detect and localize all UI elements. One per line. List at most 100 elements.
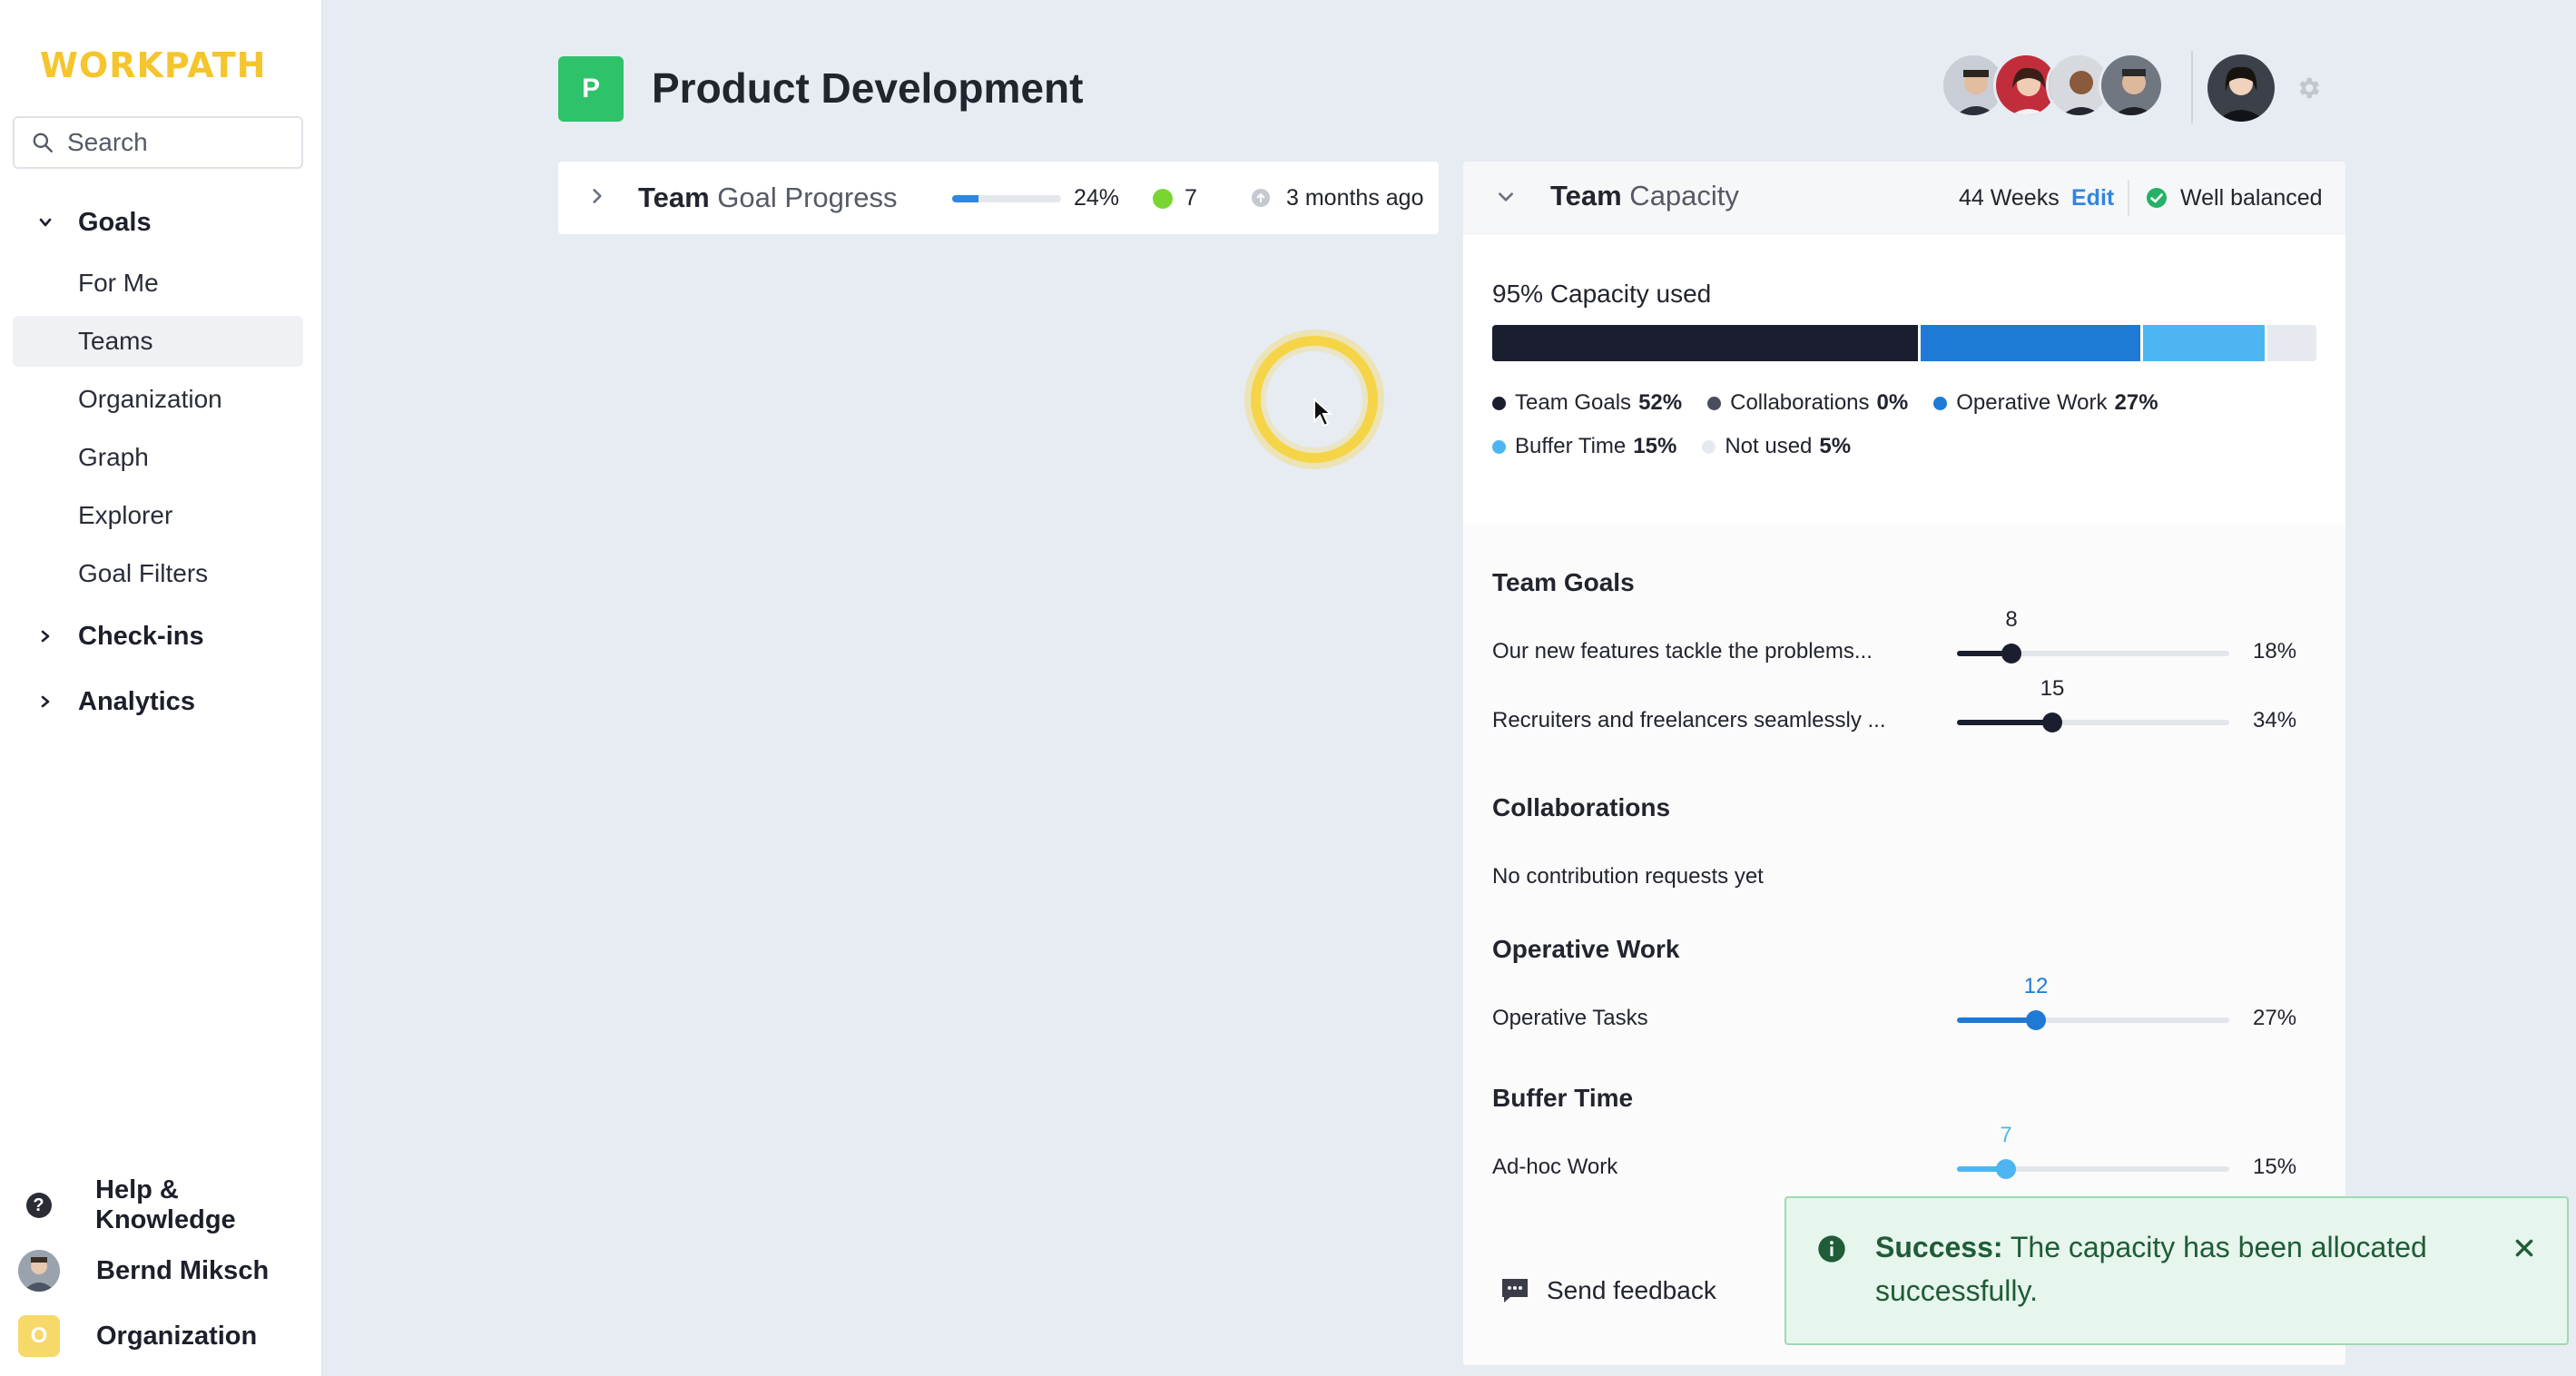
capacity-weeks: 44 Weeks: [1959, 185, 2060, 211]
close-icon[interactable]: [2512, 1236, 2536, 1264]
slider-handle[interactable]: [2026, 1010, 2046, 1030]
chevron-down-icon[interactable]: [1496, 187, 1516, 211]
organization-label: Organization: [96, 1321, 258, 1351]
cursor-arrow-icon: [1313, 397, 1333, 433]
allocation-percent: 34%: [2253, 708, 2297, 732]
slider-fill: [1957, 1166, 2006, 1172]
legend-item-not-used: Not used 5%: [1702, 434, 1851, 459]
allocation-slider[interactable]: 12: [1957, 974, 2229, 1030]
sidebar-item-organization[interactable]: Organization: [78, 385, 222, 413]
section-title-buffer-time: Buffer Time: [1492, 1084, 1634, 1112]
allocation-row-label[interactable]: Operative Tasks: [1492, 1006, 1648, 1030]
slider-handle[interactable]: [2001, 644, 2021, 663]
allocation-slider[interactable]: 15: [1957, 676, 2229, 732]
search-icon: [33, 133, 53, 152]
gear-icon[interactable]: [2295, 74, 2322, 106]
toast-message: Success: The capacity has been allocated…: [1875, 1231, 2427, 1307]
feedback-label: Send feedback: [1547, 1276, 1716, 1304]
section-title-operative-work: Operative Work: [1492, 935, 1680, 963]
goal-progress-bar: [952, 195, 1061, 202]
sidebar-item-for-me[interactable]: For Me: [78, 269, 159, 297]
member-avatar[interactable]: [2099, 53, 2164, 118]
sidebar: WORKPATH Goals For Me Teams Organization…: [0, 0, 323, 1376]
slider-value: 15: [2040, 676, 2065, 701]
slider-value: 12: [2023, 974, 2049, 998]
chevron-down-icon: [13, 213, 78, 231]
legend-item-team-goals: Team Goals 52%: [1492, 390, 1682, 416]
search-box[interactable]: [13, 116, 303, 169]
goal-count: 7: [1185, 184, 1197, 211]
organization-link[interactable]: O Organization: [18, 1311, 257, 1361]
chat-icon: [1502, 1279, 1528, 1302]
section-title-team-goals: Team Goals: [1492, 568, 1635, 596]
legend-item-operative-work: Operative Work 27%: [1933, 390, 2158, 416]
allocation-row-label[interactable]: Our new features tackle the problems...: [1492, 639, 1873, 663]
workpath-logo[interactable]: WORKPATH: [40, 45, 267, 85]
user-profile-link[interactable]: Bernd Miksch: [18, 1245, 269, 1296]
send-feedback-button[interactable]: Send feedback: [1499, 1276, 1716, 1305]
nav-group-analytics[interactable]: Analytics: [13, 675, 303, 728]
team-badge: P: [558, 56, 624, 122]
team-members-avatars[interactable]: [1941, 53, 2164, 122]
capacity-header[interactable]: Team Capacity 44 Weeks Edit Well balance…: [1463, 162, 2345, 234]
nav-group-goals[interactable]: Goals: [13, 196, 303, 249]
allocation-row-label[interactable]: Ad-hoc Work: [1492, 1155, 1618, 1179]
capacity-legend-row-2: Buffer Time 15% Not used 5%: [1492, 434, 1876, 459]
legend-item-collaborations: Collaborations 0%: [1707, 390, 1908, 416]
slider-value: 8: [2005, 607, 2018, 632]
sidebar-item-teams[interactable]: Teams: [13, 316, 303, 367]
success-toast: Success: The capacity has been allocated…: [1785, 1196, 2569, 1345]
check-circle-icon: [2146, 187, 2168, 213]
allocation-slider[interactable]: 8: [1957, 607, 2229, 663]
allocation-row-label[interactable]: Recruiters and freelancers seamlessly ..…: [1492, 708, 1886, 732]
slider-value: 7: [2000, 1123, 2012, 1147]
edit-weeks-link[interactable]: Edit: [2071, 185, 2115, 211]
capacity-segment-buffer-time: [2143, 325, 2267, 361]
page-title: Product Development: [652, 64, 1084, 112]
sidebar-item-graph[interactable]: Graph: [78, 443, 149, 471]
goal-progress-percent: 24%: [1074, 184, 1120, 211]
capacity-legend-row-1: Team Goals 52% Collaborations 0% Operative…: [1492, 390, 2184, 416]
team-goal-progress-card[interactable]: Team Goal Progress 24% 7 3 months ago: [558, 162, 1439, 234]
member-avatar[interactable]: [1993, 53, 2059, 118]
info-icon: [1817, 1234, 1846, 1268]
nav-group-label: Analytics: [78, 686, 195, 716]
nav-group-label: Check-ins: [78, 621, 204, 651]
capacity-used-label: 95% Capacity used: [1492, 280, 1712, 308]
allocation-percent: 18%: [2253, 639, 2297, 663]
search-input[interactable]: [67, 128, 285, 157]
capacity-segment-team-goals: [1492, 325, 1922, 361]
slider-fill: [1957, 651, 2011, 656]
capacity-status: Well balanced: [2180, 185, 2323, 211]
chevron-right-icon: [13, 693, 78, 711]
section-title-collaborations: Collaborations: [1492, 793, 1671, 821]
update-icon: [1250, 187, 1272, 213]
nav-group-check-ins[interactable]: Check-ins: [13, 610, 303, 663]
goal-progress-title: Team Goal Progress: [638, 182, 898, 213]
user-avatar: [18, 1250, 60, 1292]
sidebar-item-goal-filters[interactable]: Goal Filters: [78, 559, 209, 587]
empty-collaborations: No contribution requests yet: [1492, 864, 1764, 889]
team-lead-avatar[interactable]: [2207, 54, 2275, 122]
capacity-segment-operative-work: [1921, 325, 2144, 361]
avatar-divider: [2191, 51, 2193, 123]
slider-handle[interactable]: [2042, 713, 2062, 732]
allocation-slider[interactable]: 7: [1957, 1123, 2229, 1179]
slider-fill: [1957, 720, 2052, 725]
help-icon: ?: [25, 1193, 52, 1218]
sidebar-item-explorer[interactable]: Explorer: [78, 501, 173, 529]
org-badge: O: [18, 1315, 60, 1357]
nav-group-label: Goals: [78, 207, 152, 237]
chevron-right-icon[interactable]: [587, 186, 607, 211]
capacity-stacked-bar: [1492, 325, 2316, 361]
allocation-percent: 15%: [2253, 1155, 2297, 1179]
slider-handle[interactable]: [1996, 1159, 2016, 1179]
help-knowledge-link[interactable]: ? Help & Knowledge: [18, 1175, 321, 1234]
status-dot: [1153, 189, 1173, 209]
capacity-title: Team Capacity: [1550, 180, 1739, 211]
cursor-highlight: [1251, 336, 1378, 463]
last-updated: 3 months ago: [1286, 184, 1424, 211]
slider-fill: [1957, 1017, 2036, 1023]
goal-progress-fill: [952, 195, 978, 202]
help-label: Help & Knowledge: [95, 1175, 236, 1234]
